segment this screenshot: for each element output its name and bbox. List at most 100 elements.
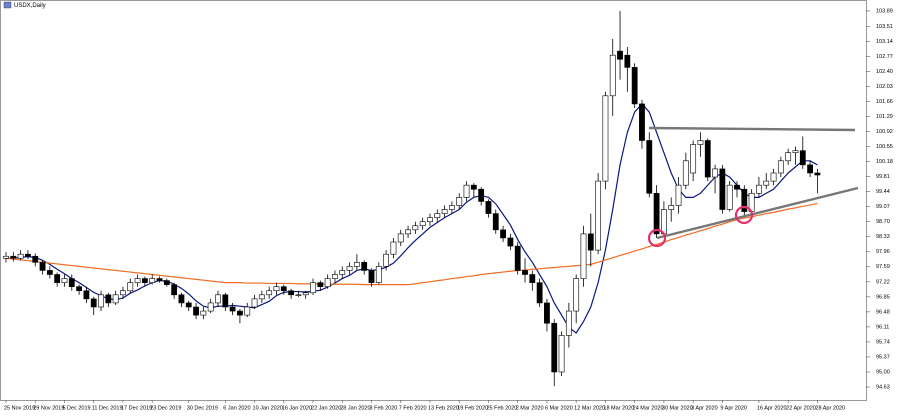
x-tick-label: 22 Apr 2020 [786, 405, 816, 411]
candle-body [215, 294, 221, 304]
x-tick-label: 7 Feb 2020 [399, 405, 427, 411]
candle-body [405, 229, 411, 235]
candle-body [756, 184, 762, 194]
candle-body [675, 184, 682, 206]
candle-body [602, 95, 609, 182]
y-tick-label: 96.48 [876, 309, 890, 315]
candle-body [595, 180, 602, 251]
candle-body [690, 144, 697, 174]
candle-body [814, 172, 821, 176]
candle-body [46, 270, 53, 275]
x-tick-label: 6 Mar 2020 [545, 405, 573, 411]
candle-body [799, 150, 806, 166]
candle-body [141, 278, 148, 283]
candle-body [368, 270, 375, 283]
candle-body [427, 217, 433, 223]
x-tick-label: 11 Dec 2019 [92, 405, 123, 411]
x-tick-label: 19 Feb 2020 [457, 405, 488, 411]
candle-body [573, 278, 580, 312]
candle-body [112, 294, 119, 304]
y-tick-label: 101.66 [876, 99, 893, 105]
candle-body [507, 237, 514, 247]
x-tick-label: 3 Apr 2020 [691, 405, 718, 411]
candle-body [434, 213, 441, 218]
y-tick-label: 98.70 [876, 219, 890, 225]
candle-body [617, 50, 623, 60]
x-tick-label: 3 Feb 2020 [370, 405, 398, 411]
candle-body [719, 168, 726, 210]
y-tick-label: 99.44 [876, 189, 890, 195]
candle-body [32, 255, 39, 263]
plot-frame [0, 0, 867, 401]
low-marker [734, 205, 754, 225]
y-tick-label: 103.89 [876, 8, 893, 14]
candle-body [653, 192, 660, 235]
candle-body [163, 280, 170, 285]
candle-body [807, 164, 813, 174]
x-tick-label: 13 Feb 2020 [428, 405, 459, 411]
x-tick-label: 6 Jan 2020 [223, 405, 250, 411]
candle-body [741, 188, 748, 212]
candle-body [68, 278, 75, 287]
x-tick-label: 30 Mar 2020 [662, 405, 693, 411]
candle-body [697, 140, 704, 145]
support-line [656, 186, 859, 240]
candle-body [295, 294, 302, 296]
y-tick-label: 97.22 [876, 279, 890, 285]
symbol-icon [3, 1, 12, 9]
candle-body [90, 298, 97, 308]
candle-body [390, 241, 397, 255]
y-tick-label: 97.59 [876, 264, 890, 270]
candle-body [777, 160, 784, 174]
x-tick-label: 30 Dec 2019 [187, 405, 218, 411]
candle-body [726, 184, 733, 210]
x-tick-label: 9 Apr 2020 [720, 405, 747, 411]
candle-body [266, 290, 273, 296]
candle-body [76, 286, 82, 292]
candle-body [156, 278, 163, 281]
candle-body [419, 221, 426, 227]
candle-body [339, 270, 346, 275]
candle-body [660, 209, 667, 235]
moving-average-line [6, 103, 818, 334]
candle-body [149, 278, 156, 283]
y-tick-label: 100.55 [876, 144, 893, 150]
candle-body [134, 278, 141, 283]
candle-body [500, 229, 506, 239]
candle-body [646, 140, 653, 194]
x-tick-label: 5 Dec 2019 [62, 405, 90, 411]
candle-body [229, 306, 236, 312]
candle-body [397, 233, 404, 243]
annotations [647, 126, 859, 248]
y-tick-label: 102.77 [876, 54, 893, 60]
y-tick-label: 103.51 [876, 24, 893, 30]
candle-body [514, 245, 521, 271]
x-tick-label: 10 Jan 2020 [253, 405, 283, 411]
candle-body [792, 150, 799, 153]
candle-body [178, 294, 185, 304]
candle-body [17, 253, 24, 259]
x-tick-label: 25 Nov 2019 [4, 405, 35, 411]
y-tick-label: 95.00 [876, 369, 890, 375]
candle-body [580, 233, 587, 279]
x-tick-label: 28 Apr 2020 [815, 405, 845, 411]
candle-body [302, 292, 309, 296]
x-tick-label: 25 Feb 2020 [486, 405, 517, 411]
resistance-line [648, 126, 856, 132]
candle-body [785, 152, 792, 162]
candle-body [193, 306, 199, 316]
candle-body [441, 209, 448, 214]
candle-body [244, 306, 251, 316]
y-tick-label: 102.40 [876, 69, 893, 75]
candle-body [456, 197, 463, 206]
candle-body [3, 255, 9, 259]
candle-body [383, 253, 390, 267]
candle-body [61, 278, 68, 283]
y-tick-label: 100.92 [876, 129, 893, 135]
candle-body [529, 274, 536, 283]
candle-body [120, 290, 126, 296]
candle-body [237, 310, 243, 316]
candle-body [763, 180, 770, 186]
